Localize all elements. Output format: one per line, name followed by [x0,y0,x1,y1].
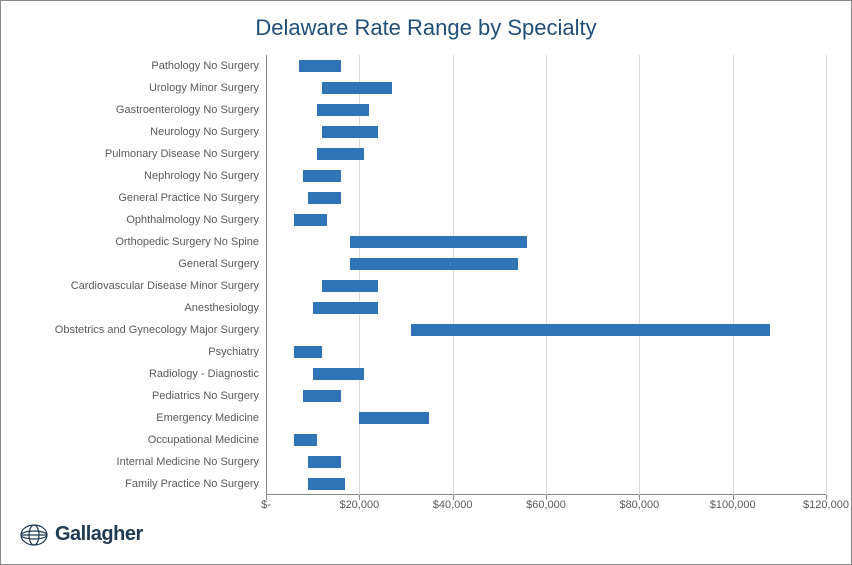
y-category-label: Cardiovascular Disease Minor Surgery [9,275,259,297]
range-bar [313,302,378,314]
range-bar [317,104,368,116]
range-bar [294,434,317,446]
y-category-label: Radiology - Diagnostic [9,363,259,385]
y-category-label: Family Practice No Surgery [9,473,259,495]
bar-row [266,385,826,407]
bar-row [266,165,826,187]
range-bar [294,214,327,226]
y-category-label: Obstetrics and Gynecology Major Surgery [9,319,259,341]
chart-title: Delaware Rate Range by Specialty [1,1,851,49]
bar-row [266,143,826,165]
bar-row [266,429,826,451]
range-bar [308,192,341,204]
x-tick-label: $- [261,499,271,511]
range-bar [308,456,341,468]
x-tick-label: $120,000 [803,499,849,511]
bar-row [266,407,826,429]
bar-row [266,187,826,209]
y-category-label: Gastroenterology No Surgery [9,99,259,121]
y-category-label: Internal Medicine No Surgery [9,451,259,473]
gridline [826,55,827,495]
x-tick-label: $100,000 [710,499,756,511]
range-bar [322,126,378,138]
bar-row [266,209,826,231]
y-category-label: Orthopedic Surgery No Spine [9,231,259,253]
range-bar [322,280,378,292]
range-bar [350,236,527,248]
x-tick-label: $80,000 [619,499,659,511]
bar-row [266,297,826,319]
y-category-label: Anesthesiology [9,297,259,319]
x-tick-label: $40,000 [433,499,473,511]
range-bar [299,60,341,72]
range-bar [303,170,340,182]
bar-row [266,231,826,253]
y-category-label: Ophthalmology No Surgery [9,209,259,231]
y-category-label: Nephrology No Surgery [9,165,259,187]
y-category-label: Occupational Medicine [9,429,259,451]
x-tick-label: $20,000 [339,499,379,511]
logo-text: Gallagher [55,523,143,546]
y-category-label: Pathology No Surgery [9,55,259,77]
y-category-label: Pulmonary Disease No Surgery [9,143,259,165]
bar-row [266,473,826,495]
range-bar [308,478,345,490]
plot-area [266,55,826,495]
bar-row [266,77,826,99]
y-category-label: Urology Minor Surgery [9,77,259,99]
y-category-label: Neurology No Surgery [9,121,259,143]
y-category-label: General Practice No Surgery [9,187,259,209]
bar-row [266,363,826,385]
bar-row [266,55,826,77]
bar-row [266,451,826,473]
bar-row [266,253,826,275]
y-category-label: General Surgery [9,253,259,275]
range-bar [313,368,364,380]
x-tick-label: $60,000 [526,499,566,511]
range-bar [294,346,322,358]
range-bar [359,412,429,424]
range-bar [322,82,392,94]
range-bar [350,258,518,270]
bar-row [266,319,826,341]
range-bar [303,390,340,402]
gallagher-logo: Gallagher [19,523,143,546]
chart-container: Delaware Rate Range by Specialty Patholo… [0,0,852,565]
bar-row [266,341,826,363]
y-category-label: Emergency Medicine [9,407,259,429]
bar-row [266,99,826,121]
y-category-label: Pediatrics No Surgery [9,385,259,407]
range-bar [411,324,770,336]
range-bar [317,148,364,160]
globe-icon [19,524,49,546]
bar-row [266,275,826,297]
y-category-label: Psychiatry [9,341,259,363]
bar-row [266,121,826,143]
